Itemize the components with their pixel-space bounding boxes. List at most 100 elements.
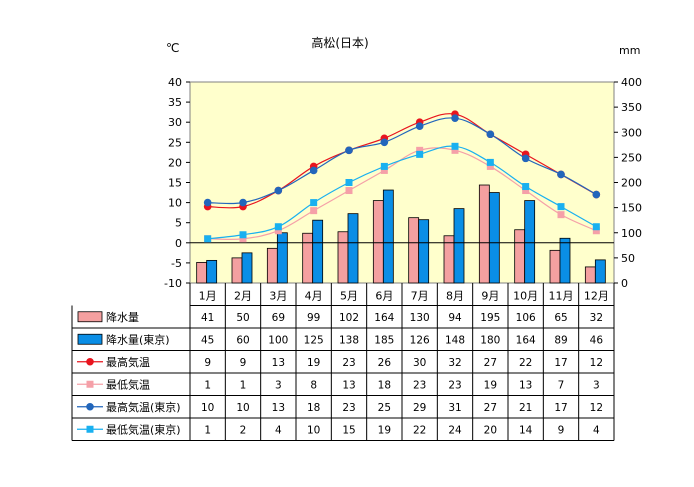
data-label: 2 [240, 424, 247, 436]
data-label: 185 [374, 334, 394, 346]
point-marker [380, 138, 389, 147]
data-label: 50 [236, 312, 249, 324]
data-label: 60 [236, 334, 249, 346]
data-label: 17 [554, 357, 567, 369]
data-label: 29 [413, 402, 426, 414]
data-label: 164 [516, 334, 536, 346]
bar-rain [266, 247, 278, 284]
data-label: 10 [236, 402, 249, 414]
right-axis-unit: mm [619, 44, 640, 57]
left-tick-label: 35 [168, 96, 182, 109]
bar-rain [302, 232, 314, 284]
left-tick-label: 0 [175, 237, 182, 250]
point-marker [274, 227, 282, 235]
data-label: 41 [201, 312, 214, 324]
data-label: 100 [268, 334, 288, 346]
data-label: 27 [484, 357, 497, 369]
point-marker [204, 235, 212, 243]
data-label: 9 [558, 424, 565, 436]
point-marker [451, 146, 459, 154]
data-label: 1 [204, 424, 211, 436]
bar-rain-tokyo [382, 189, 394, 284]
data-label: 130 [410, 312, 430, 324]
data-label: 10 [201, 402, 214, 414]
left-tick-label: 5 [175, 217, 182, 230]
bar-rain [584, 266, 596, 284]
left-tick-label: 20 [168, 156, 182, 169]
point-marker [380, 162, 388, 170]
bar-rain [337, 231, 349, 284]
data-label: 19 [484, 379, 497, 391]
right-tick-label: 150 [621, 202, 642, 215]
data-label: 31 [448, 402, 461, 414]
point-marker [486, 130, 495, 139]
point-marker [592, 190, 601, 199]
right-tick-label: 100 [621, 227, 642, 240]
point-marker [274, 223, 282, 231]
data-label: 21 [519, 402, 532, 414]
bar-rain [231, 257, 243, 284]
data-label: 1 [204, 379, 211, 391]
legend-key [86, 380, 94, 388]
data-label: 32 [590, 312, 603, 324]
point-marker [310, 207, 318, 215]
data-label: 30 [413, 357, 426, 369]
bar-rain [372, 200, 384, 284]
data-label: 195 [480, 312, 500, 324]
data-label: 148 [445, 334, 465, 346]
data-label: 94 [448, 312, 462, 324]
bar-rain-tokyo [559, 237, 571, 284]
data-label: 13 [342, 379, 355, 391]
month-label: 6月 [375, 289, 393, 302]
data-label: 9 [240, 357, 247, 369]
point-marker [416, 150, 424, 158]
legend-label: 降水量(東京) [106, 332, 170, 346]
bar-rain [408, 217, 420, 284]
data-label: 14 [519, 424, 533, 436]
data-label: 12 [590, 357, 603, 369]
left-axis-unit: ℃ [166, 41, 179, 55]
point-marker [310, 199, 318, 207]
point-marker [522, 183, 530, 191]
data-label: 23 [448, 379, 461, 391]
data-label: 23 [342, 357, 355, 369]
point-marker [239, 231, 247, 239]
point-marker [451, 114, 459, 122]
bar-rain [478, 184, 490, 284]
left-tick-label: -5 [171, 257, 182, 270]
left-tick-label: 30 [168, 116, 182, 129]
point-marker [592, 227, 600, 235]
data-label: 89 [554, 334, 567, 346]
data-label: 12 [590, 402, 603, 414]
month-label: 2月 [234, 289, 252, 302]
bar-rain-tokyo [312, 219, 324, 284]
data-label: 69 [272, 312, 285, 324]
chart-title: 高松(日本) [311, 35, 368, 50]
point-marker [521, 154, 530, 163]
point-marker [592, 223, 600, 231]
data-label: 126 [410, 334, 430, 346]
data-label: 13 [519, 379, 532, 391]
legend-key [86, 425, 94, 433]
month-label: 3月 [269, 289, 287, 302]
point-marker [486, 162, 494, 170]
data-label: 13 [272, 357, 285, 369]
point-marker [239, 198, 247, 207]
month-label: 12月 [584, 289, 609, 302]
point-marker [345, 187, 353, 195]
point-marker [451, 142, 459, 150]
bar-rain-tokyo [418, 219, 430, 284]
bar-rain [549, 249, 561, 284]
point-marker [557, 203, 565, 211]
data-label: 8 [310, 379, 317, 391]
bar-rain-tokyo [524, 200, 536, 284]
data-label: 24 [448, 424, 462, 436]
point-marker [522, 187, 530, 195]
point-marker [309, 166, 318, 175]
data-label: 7 [558, 379, 565, 391]
data-label: 99 [307, 312, 320, 324]
right-tick-label: 250 [621, 151, 642, 164]
data-label: 22 [413, 424, 426, 436]
right-tick-label: 300 [621, 126, 642, 139]
point-marker [557, 211, 565, 219]
